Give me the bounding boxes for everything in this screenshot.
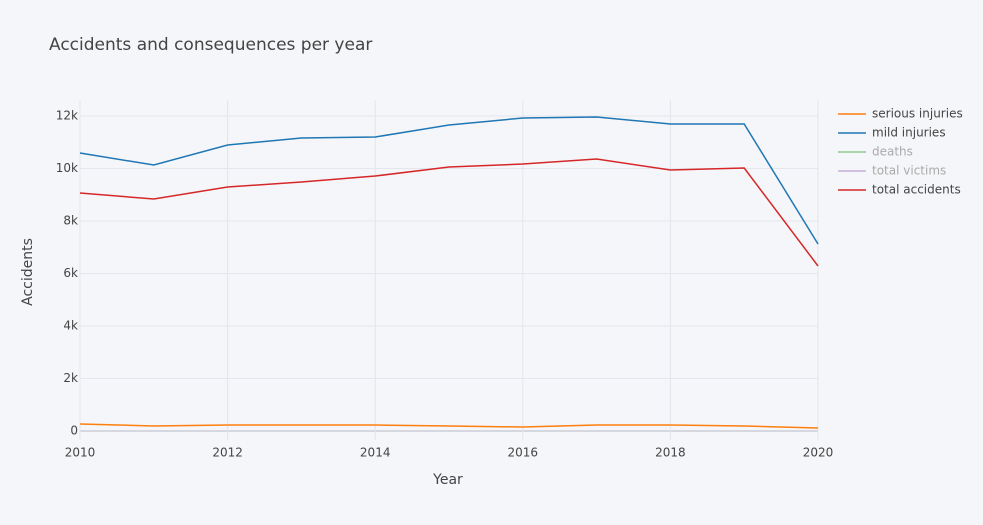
y-tick-label: 4k (63, 319, 78, 333)
x-tick-label: 2020 (803, 446, 834, 460)
x-tick-label: 2018 (655, 446, 686, 460)
y-tick-label: 8k (63, 214, 78, 228)
x-tick-label: 2016 (508, 446, 539, 460)
line-series (79, 423, 819, 429)
legend-label[interactable]: total victims (872, 164, 946, 178)
x-tick-label: 2010 (65, 446, 96, 460)
y-tick-label: 10k (56, 161, 78, 175)
y-tick-label: 6k (63, 266, 78, 280)
line-series (79, 158, 819, 267)
x-axis-title: Year (432, 472, 463, 488)
legend-label[interactable]: mild injuries (872, 126, 946, 140)
x-tick-label: 2014 (360, 446, 391, 460)
y-axis-title: Accidents (20, 238, 36, 306)
legend-label[interactable]: serious injuries (872, 107, 963, 121)
legend-label[interactable]: deaths (872, 145, 913, 159)
chart-title: Accidents and consequences per year (49, 35, 372, 55)
y-tick-label: 0 (70, 423, 78, 437)
line-series (79, 116, 819, 245)
y-tick-label: 12k (56, 109, 78, 123)
legend-label[interactable]: total accidents (872, 183, 961, 197)
y-tick-label: 2k (63, 371, 78, 385)
x-tick-label: 2012 (212, 446, 243, 460)
